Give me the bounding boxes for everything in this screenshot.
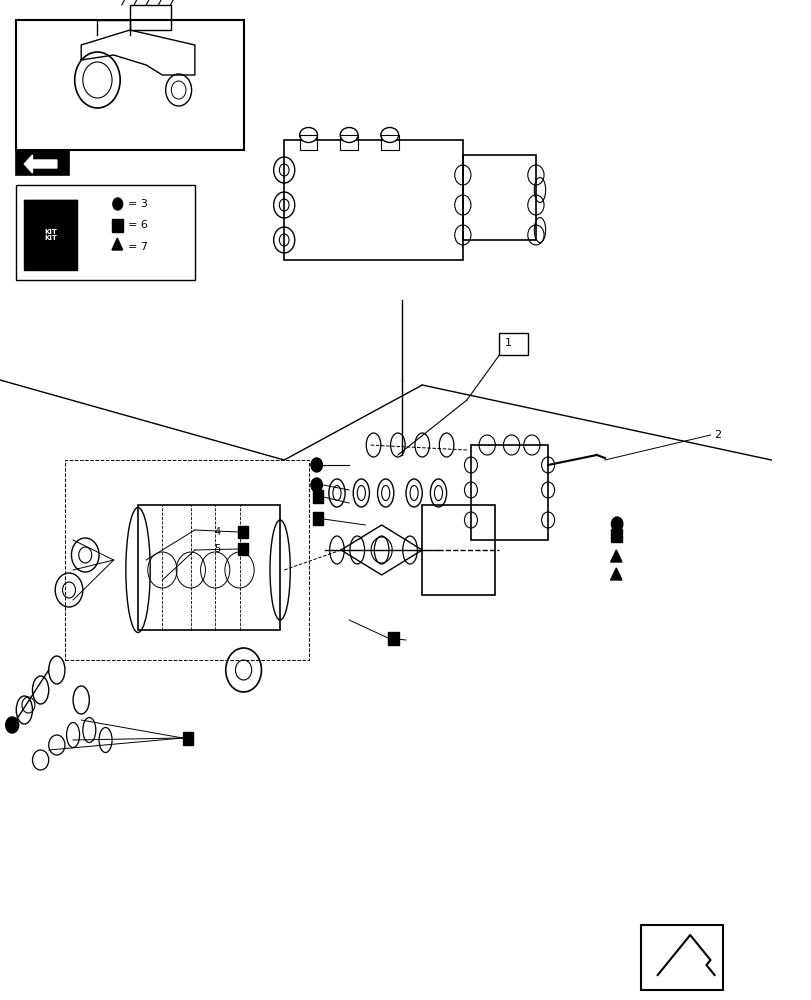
Circle shape bbox=[6, 717, 19, 733]
Bar bbox=[112, 219, 122, 232]
Bar bbox=[299, 135, 317, 150]
Text: = 3: = 3 bbox=[128, 199, 148, 209]
Bar bbox=[422, 505, 495, 595]
Bar bbox=[16, 20, 243, 150]
Ellipse shape bbox=[380, 127, 398, 142]
Polygon shape bbox=[112, 238, 122, 250]
Polygon shape bbox=[24, 155, 57, 173]
Bar bbox=[340, 135, 358, 150]
Bar bbox=[641, 925, 722, 990]
Text: KIT
KIT: KIT KIT bbox=[45, 229, 58, 241]
Circle shape bbox=[611, 517, 622, 531]
Circle shape bbox=[113, 198, 122, 210]
Bar bbox=[499, 333, 527, 355]
Bar bbox=[182, 732, 193, 745]
Bar bbox=[24, 200, 77, 270]
Polygon shape bbox=[610, 568, 621, 580]
Polygon shape bbox=[610, 550, 621, 562]
Bar bbox=[16, 150, 69, 175]
Circle shape bbox=[311, 458, 322, 472]
Ellipse shape bbox=[299, 127, 317, 142]
Bar bbox=[380, 135, 398, 150]
Bar bbox=[312, 490, 323, 503]
Text: = 7: = 7 bbox=[128, 242, 148, 252]
Circle shape bbox=[311, 478, 322, 492]
Text: = 6: = 6 bbox=[128, 220, 148, 230]
Ellipse shape bbox=[340, 127, 358, 142]
Text: 4: 4 bbox=[214, 527, 221, 537]
Bar bbox=[388, 632, 398, 645]
Bar bbox=[462, 155, 535, 240]
Bar bbox=[65, 460, 308, 660]
Bar bbox=[138, 505, 280, 630]
Bar bbox=[470, 445, 547, 540]
Bar bbox=[16, 185, 195, 280]
Bar bbox=[238, 543, 247, 555]
Text: 5: 5 bbox=[214, 544, 221, 554]
Bar bbox=[238, 526, 247, 538]
Text: 2: 2 bbox=[714, 430, 721, 440]
Bar bbox=[284, 140, 462, 260]
Text: 1: 1 bbox=[504, 338, 512, 348]
Bar bbox=[312, 512, 323, 525]
Bar bbox=[611, 529, 621, 542]
